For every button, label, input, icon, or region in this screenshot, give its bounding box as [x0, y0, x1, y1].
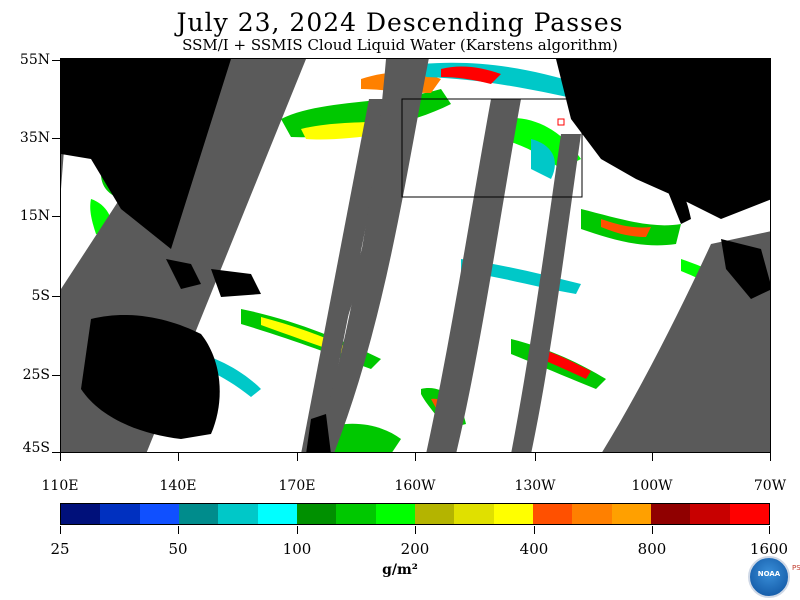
cloud-water-map	[60, 58, 771, 453]
colorbar-swatch-13	[572, 504, 612, 524]
colorbar-swatch-0	[61, 504, 101, 524]
lon-tick	[415, 453, 416, 461]
lon-tick	[770, 453, 771, 461]
colorbar-tick	[178, 526, 179, 534]
colorbar-label-100: 100	[282, 540, 312, 558]
colorbar-swatch-1	[100, 504, 140, 524]
noaa-logo-text: NOAA	[757, 570, 781, 578]
colorbar-swatch-5	[257, 504, 297, 524]
colorbar-swatch-4	[218, 504, 258, 524]
colorbar-units: g/m²	[382, 562, 418, 578]
colorbar-label-25: 25	[50, 540, 70, 558]
colorbar-swatch-17	[729, 504, 769, 524]
lat-label-35n: 35N	[19, 130, 50, 146]
lat-tick	[52, 375, 60, 376]
colorbar-label-200: 200	[400, 540, 430, 558]
lat-label-15n: 15N	[19, 208, 50, 224]
lon-tick	[652, 453, 653, 461]
region-marker	[557, 118, 565, 126]
lon-tick	[535, 453, 536, 461]
colorbar-tick	[415, 526, 416, 534]
colorbar-swatch-6	[296, 504, 337, 524]
colorbar-swatch-7	[336, 504, 376, 524]
colorbar-label-1600: 1600	[749, 540, 789, 558]
colorbar-swatch-16	[690, 504, 730, 524]
colorbar-swatch-12	[532, 504, 573, 524]
lat-tick	[52, 452, 60, 453]
colorbar	[60, 503, 770, 525]
lon-label-140e: 140E	[159, 478, 197, 494]
colorbar-tick	[297, 526, 298, 534]
lon-label-160w: 160W	[394, 478, 436, 494]
colorbar-label-800: 800	[637, 540, 667, 558]
lon-label-110e: 110E	[41, 478, 79, 494]
lon-tick	[60, 453, 61, 461]
colorbar-label-400: 400	[519, 540, 549, 558]
noaa-logo: NOAA	[748, 556, 790, 598]
lon-tick	[297, 453, 298, 461]
map-title: July 23, 2024 Descending Passes	[176, 8, 624, 37]
lat-label-5s: 5S	[31, 288, 51, 304]
lat-label-55n: 55N	[19, 52, 50, 68]
lon-label-100w: 100W	[631, 478, 673, 494]
map-subtitle: SSM/I + SSMIS Cloud Liquid Water (Karste…	[182, 36, 618, 54]
lat-label-25s: 25S	[22, 367, 50, 383]
colorbar-label-50: 50	[168, 540, 188, 558]
colorbar-tick	[652, 526, 653, 534]
lon-label-130w: 130W	[514, 478, 556, 494]
colorbar-swatch-14	[611, 504, 651, 524]
lon-label-170e: 170E	[278, 478, 316, 494]
colorbar-swatch-2	[139, 504, 179, 524]
colorbar-swatch-10	[454, 504, 494, 524]
lon-label-70w: 70W	[753, 478, 787, 494]
colorbar-swatch-11	[493, 504, 533, 524]
colorbar-tick	[769, 526, 770, 534]
colorbar-swatch-15	[650, 504, 691, 524]
region-box	[401, 98, 583, 198]
colorbar-swatch-9	[414, 504, 455, 524]
colorbar-swatch-8	[375, 504, 415, 524]
colorbar-tick	[60, 526, 61, 534]
land-masses	[61, 59, 770, 452]
colorbar-tick	[534, 526, 535, 534]
lat-tick	[52, 296, 60, 297]
map-graphic	[61, 59, 770, 452]
lat-label-45s: 45S	[22, 440, 50, 456]
lat-tick	[52, 138, 60, 139]
lat-tick	[52, 60, 60, 61]
lon-tick	[178, 453, 179, 461]
lat-tick	[52, 216, 60, 217]
colorbar-swatch-3	[178, 504, 219, 524]
psl-label: PSL	[792, 564, 800, 572]
